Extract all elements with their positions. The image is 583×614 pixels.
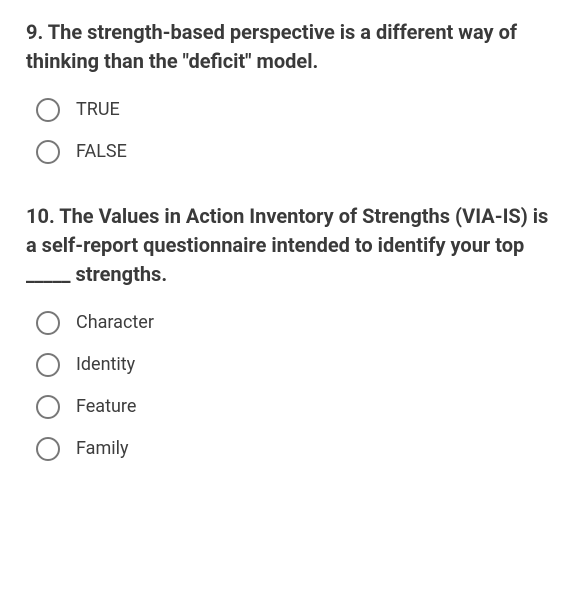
radio-icon[interactable] bbox=[36, 98, 60, 122]
option-row[interactable]: Character bbox=[36, 311, 557, 335]
option-row[interactable]: Identity bbox=[36, 353, 557, 377]
question-block: 9. The strength-based perspective is a d… bbox=[26, 18, 557, 164]
option-label: TRUE bbox=[76, 99, 120, 121]
question-prompt: 9. The strength-based perspective is a d… bbox=[26, 18, 557, 76]
options-group: TRUE FALSE bbox=[26, 98, 557, 164]
option-label: Feature bbox=[76, 396, 136, 418]
radio-icon[interactable] bbox=[36, 311, 60, 335]
option-label: Family bbox=[76, 438, 129, 460]
radio-icon[interactable] bbox=[36, 140, 60, 164]
option-row[interactable]: FALSE bbox=[36, 140, 557, 164]
option-label: Identity bbox=[76, 354, 135, 376]
question-prompt: 10. The Values in Action Inventory of St… bbox=[26, 202, 557, 289]
radio-icon[interactable] bbox=[36, 395, 60, 419]
option-label: FALSE bbox=[76, 141, 127, 163]
option-row[interactable]: Family bbox=[36, 437, 557, 461]
radio-icon[interactable] bbox=[36, 437, 60, 461]
option-label: Character bbox=[76, 312, 154, 334]
option-row[interactable]: TRUE bbox=[36, 98, 557, 122]
option-row[interactable]: Feature bbox=[36, 395, 557, 419]
radio-icon[interactable] bbox=[36, 353, 60, 377]
options-group: Character Identity Feature Family bbox=[26, 311, 557, 461]
question-block: 10. The Values in Action Inventory of St… bbox=[26, 202, 557, 461]
quiz-container: 9. The strength-based perspective is a d… bbox=[0, 0, 583, 485]
